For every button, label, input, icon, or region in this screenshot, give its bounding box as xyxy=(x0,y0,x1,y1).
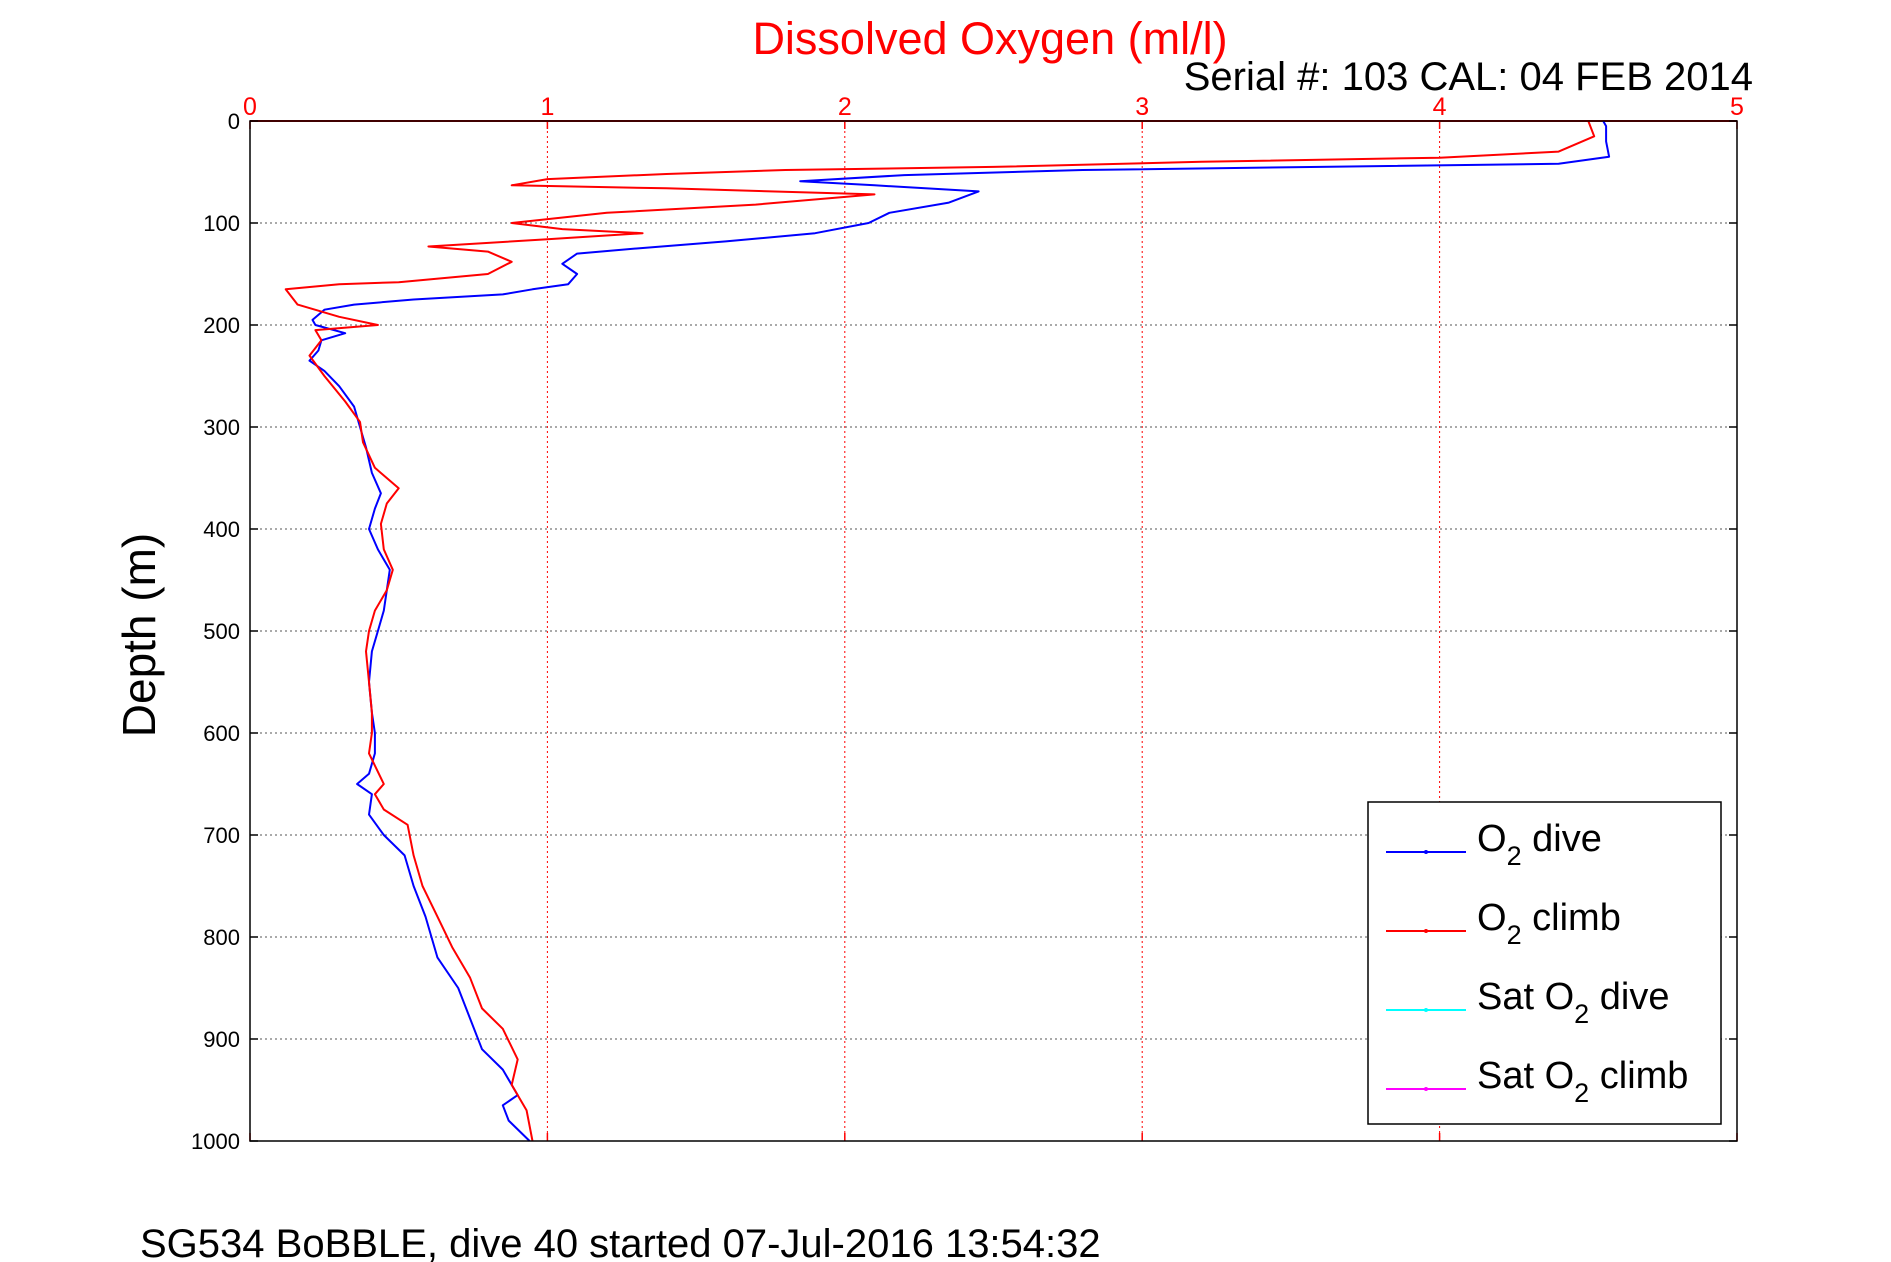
legend-label: O2 climb xyxy=(1477,897,1621,950)
x-tick-label: 4 xyxy=(1433,93,1447,121)
y-axis-label: Depth (m) xyxy=(113,533,165,737)
x-tick-label: 0 xyxy=(243,93,257,121)
plot-frame xyxy=(249,120,1738,1142)
y-tick-label: 500 xyxy=(203,619,240,644)
chart-subtitle: Serial #: 103 CAL: 04 FEB 2014 xyxy=(1184,55,1753,99)
y-axis-ticks: 0 100 200 300 400 500 600 700 800 900 1000 xyxy=(191,109,1737,1154)
chart-title: Dissolved Oxygen (ml/l) xyxy=(752,13,1227,64)
y-tick-label: 0 xyxy=(228,109,240,134)
y-tick-label: 100 xyxy=(203,211,240,236)
legend-marker xyxy=(1424,1087,1428,1091)
y-tick-label: 400 xyxy=(203,517,240,542)
legend-label: Sat O2 climb xyxy=(1477,1055,1688,1108)
series-line-climb xyxy=(284,120,1596,1142)
x-tick-label: 3 xyxy=(1135,93,1149,121)
series-line-dive xyxy=(308,120,1611,1142)
legend-label: Sat O2 dive xyxy=(1477,976,1669,1029)
y-tick-label: 1000 xyxy=(191,1129,240,1154)
y-tick-label: 300 xyxy=(203,415,240,440)
legend-marker xyxy=(1424,850,1428,854)
y-tick-label: 600 xyxy=(203,721,240,746)
y-tick-label: 800 xyxy=(203,925,240,950)
y-tick-label: 700 xyxy=(203,823,240,848)
x-tick-label: 5 xyxy=(1730,93,1744,121)
legend-label: O2 dive xyxy=(1477,818,1602,871)
y-tick-label: 900 xyxy=(203,1027,240,1052)
y-tick-label: 200 xyxy=(203,313,240,338)
footer-dive-info: SG534 BoBBLE, dive 40 started 07-Jul-201… xyxy=(140,1222,1101,1262)
x-tick-label: 1 xyxy=(540,93,554,121)
x-tick-label: 2 xyxy=(838,93,852,121)
legend-marker xyxy=(1424,1008,1428,1012)
legend: O2 dive O2 climb Sat O2 dive Sat O2 climb xyxy=(1367,801,1722,1125)
legend-box xyxy=(1367,801,1722,1125)
legend-marker xyxy=(1424,929,1428,933)
data-lines xyxy=(284,120,1611,1142)
